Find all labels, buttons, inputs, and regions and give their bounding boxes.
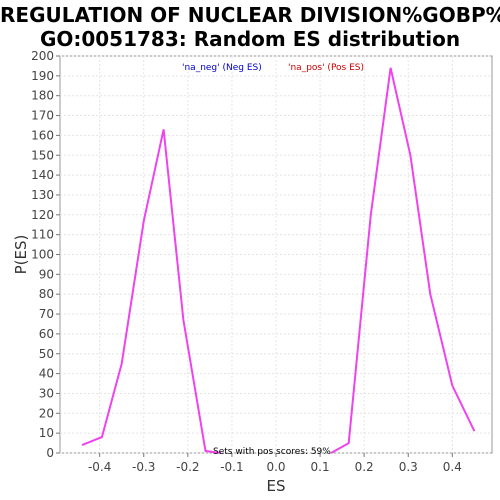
y-tick-label: 50	[39, 347, 54, 361]
y-tick-label: 30	[39, 386, 54, 400]
y-tick-label: 20	[39, 406, 54, 420]
y-tick-label: 200	[31, 49, 54, 63]
x-tick-label: -0.2	[176, 460, 199, 474]
grid	[60, 55, 492, 454]
y-tick-label: 0	[46, 446, 54, 460]
x-tick-label: -0.1	[220, 460, 243, 474]
x-axis-label: ES	[267, 477, 286, 495]
y-tick-label: 70	[39, 307, 54, 321]
x-tick-label: 0.0	[266, 460, 285, 474]
y-axis-ticks: 0 10 20 30 40 50 60 70 80 90 100 110 120 130 140 150 160…	[31, 49, 60, 460]
y-tick-label: 10	[39, 426, 54, 440]
chart-title-line-1: REGULATION OF NUCLEAR DIVISION%GOBP%	[0, 3, 500, 27]
y-tick-label: 180	[31, 89, 54, 103]
y-tick-label: 150	[31, 148, 54, 162]
y-tick-label: 140	[31, 168, 54, 182]
x-tick-label: 0.1	[311, 460, 330, 474]
x-tick-label: 0.2	[355, 460, 374, 474]
y-tick-label: 90	[39, 267, 54, 281]
x-axis-ticks: -0.4 -0.3 -0.2 -0.1 0.0 0.1 0.2 0.3 0.4	[88, 453, 462, 474]
y-axis-label: P(ES)	[12, 235, 30, 275]
series-line	[330, 67, 476, 454]
y-tick-label: 190	[31, 69, 54, 83]
legend: 'na_neg' (Neg ES) 'na_pos' (Pos ES)	[182, 63, 364, 73]
y-tick-label: 100	[31, 248, 54, 262]
y-tick-label: 160	[31, 128, 54, 142]
x-tick-label: -0.3	[132, 460, 155, 474]
pos-scores-annotation: Sets with pos scores: 59%	[213, 447, 331, 457]
x-tick-label: 0.4	[443, 460, 462, 474]
chart-title-line-2: GO:0051783: Random ES distribution	[39, 27, 461, 51]
legend-entry: 'na_pos' (Pos ES)	[288, 63, 364, 73]
series-line	[81, 129, 222, 454]
x-tick-label: -0.4	[88, 460, 111, 474]
y-tick-label: 130	[31, 188, 54, 202]
y-tick-label: 80	[39, 287, 54, 301]
y-tick-label: 110	[31, 228, 54, 242]
x-tick-label: 0.3	[399, 460, 418, 474]
y-tick-label: 120	[31, 208, 54, 222]
y-tick-label: 40	[39, 367, 54, 381]
y-tick-label: 60	[39, 327, 54, 341]
series-lines	[81, 67, 476, 454]
y-tick-label: 170	[31, 109, 54, 123]
legend-entry: 'na_neg' (Neg ES)	[182, 63, 262, 73]
